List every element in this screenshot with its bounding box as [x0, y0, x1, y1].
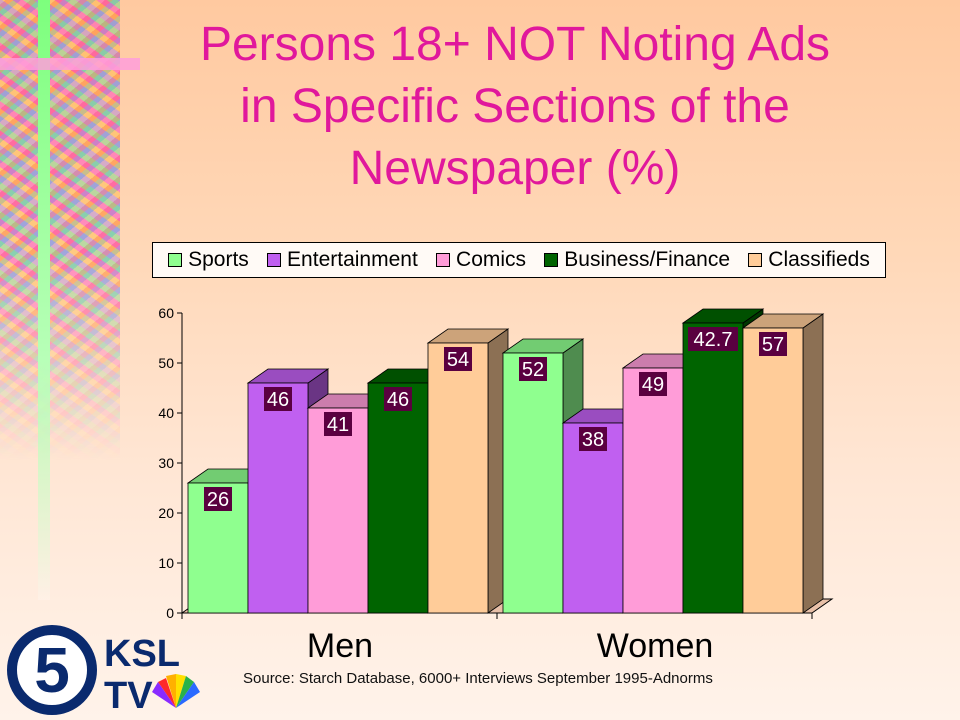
data-label: 42.7 — [694, 329, 733, 351]
data-label-box — [204, 487, 232, 511]
data-label: 49 — [642, 374, 664, 396]
peacock-icon — [152, 674, 200, 708]
data-label-box — [384, 387, 412, 411]
data-label-box — [759, 332, 787, 356]
logo-number: 5 — [34, 634, 70, 706]
legend-swatch — [436, 253, 451, 267]
data-label: 52 — [522, 359, 544, 381]
logo-ksl: KSL — [104, 633, 180, 675]
legend-label: Comics — [456, 248, 527, 271]
bar — [307, 407, 369, 614]
legend-item-classifieds: Classifieds — [748, 248, 870, 272]
data-label: 46 — [387, 389, 409, 411]
y-tick-label: 30 — [158, 455, 174, 471]
legend-item-comics: Comics — [436, 248, 526, 272]
bar — [367, 382, 429, 614]
chart-legend: Sports Entertainment Comics Business/Fin… — [152, 242, 886, 278]
legend-swatch — [544, 253, 559, 267]
data-label: 54 — [447, 349, 469, 371]
bar — [622, 367, 684, 614]
bar-side — [802, 313, 824, 614]
data-label: 57 — [762, 334, 784, 356]
data-label-box — [688, 327, 738, 351]
title-line-3: Newspaper (%) — [349, 142, 681, 195]
y-tick-label: 20 — [158, 505, 174, 521]
y-tick-label: 50 — [158, 355, 174, 371]
logo-ring — [7, 625, 97, 715]
data-label-box — [324, 412, 352, 436]
legend-label: Sports — [188, 248, 249, 271]
data-label: 41 — [327, 414, 349, 436]
bar — [247, 382, 309, 614]
data-label-box — [444, 347, 472, 371]
logo-tv: TV — [104, 675, 153, 717]
decorative-vertical-bar — [38, 0, 50, 600]
y-tick-label: 40 — [158, 405, 174, 421]
legend-swatch — [267, 253, 282, 267]
bar — [502, 352, 564, 614]
x-category-label: Women — [597, 627, 714, 665]
legend-swatch — [748, 253, 763, 267]
bar — [562, 422, 624, 614]
bar — [682, 322, 744, 614]
bar — [427, 342, 489, 614]
decorative-pattern — [0, 0, 120, 460]
y-tick-label: 60 — [158, 305, 174, 321]
legend-item-sports: Sports — [168, 248, 249, 272]
title-line-2: in Specific Sections of the — [240, 80, 790, 133]
x-category-label: Men — [307, 627, 373, 665]
source-note: Source: Starch Database, 6000+ Interview… — [243, 670, 713, 687]
data-label-box — [519, 357, 547, 381]
data-label-box — [639, 372, 667, 396]
data-label: 46 — [267, 389, 289, 411]
bar — [742, 327, 804, 614]
y-tick-label: 0 — [166, 605, 174, 621]
data-label: 38 — [582, 429, 604, 451]
data-label: 26 — [207, 489, 229, 511]
title-line-1: Persons 18+ NOT Noting Ads — [199, 18, 831, 71]
legend-item-entertainment: Entertainment — [267, 248, 418, 272]
legend-label: Classifieds — [768, 248, 870, 271]
legend-label: Business/Finance — [564, 248, 731, 271]
legend-swatch — [168, 253, 183, 267]
legend-label: Entertainment — [287, 248, 418, 271]
legend-item-business-finance: Business/Finance — [544, 248, 730, 272]
data-label-box — [264, 387, 292, 411]
decorative-horizontal-bar — [0, 58, 140, 70]
ksl-tv-logo: 5 KSL TV — [7, 625, 200, 717]
slide-title: Persons 18+ NOT Noting Ads in Specific S… — [110, 14, 920, 200]
data-label-box — [579, 427, 607, 451]
y-tick-label: 10 — [158, 555, 174, 571]
